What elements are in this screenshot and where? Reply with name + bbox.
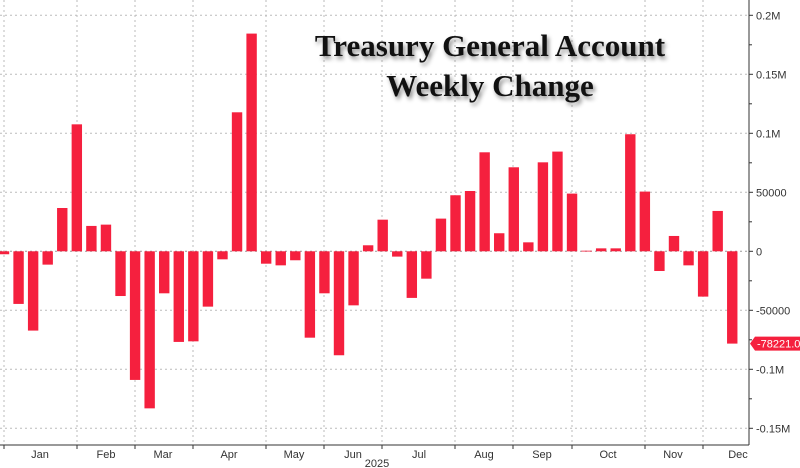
bar — [595, 248, 607, 252]
bar — [537, 162, 549, 252]
x-tick-label: May — [284, 449, 305, 461]
bar — [508, 167, 519, 252]
y-tick-label: -0.1M — [756, 364, 784, 376]
bar — [668, 235, 680, 252]
bar — [450, 195, 461, 252]
bar — [260, 251, 272, 264]
bar — [494, 233, 505, 252]
bar — [319, 251, 330, 294]
x-tick-label: Sep — [532, 449, 552, 461]
bar — [173, 251, 184, 342]
bar — [13, 251, 24, 304]
bar — [464, 191, 476, 252]
bar — [275, 251, 286, 266]
bar — [625, 134, 636, 252]
y-tick-label: -50000 — [756, 305, 790, 317]
bar — [523, 242, 534, 252]
y-tick-label: 50000 — [756, 187, 787, 199]
bar — [42, 251, 53, 265]
bar — [304, 251, 316, 338]
bar — [639, 191, 651, 252]
bar — [712, 210, 723, 252]
last-value-tag — [750, 336, 800, 351]
y-tick-label: 0.15M — [756, 69, 787, 81]
x-tick-label: Jan — [31, 449, 49, 461]
x-tick-label: Aug — [474, 449, 494, 461]
x-tick-label: Mar — [154, 449, 173, 461]
bar — [129, 251, 141, 380]
y-tick-label: -0.15M — [756, 423, 790, 435]
bar — [115, 251, 126, 297]
bar — [610, 248, 621, 252]
bar — [566, 193, 578, 252]
bar — [159, 251, 170, 294]
bar — [421, 251, 432, 279]
bar — [100, 224, 112, 252]
y-tick-label: 0.1M — [756, 128, 780, 140]
bar — [683, 251, 694, 266]
bar — [144, 251, 155, 409]
y-tick-label: 0.2M — [756, 10, 780, 22]
chart-title-line-1: Treasury General Account — [314, 28, 666, 63]
bar — [406, 251, 418, 298]
bar — [188, 251, 199, 342]
bar — [479, 152, 490, 252]
bar — [57, 207, 68, 252]
bar — [202, 251, 214, 307]
x-tick-label: Feb — [97, 449, 116, 461]
bar — [333, 251, 345, 356]
x-tick-label: Apr — [220, 449, 237, 461]
y-tick-label: 0 — [756, 246, 762, 258]
bar — [0, 251, 10, 255]
bar — [348, 251, 359, 306]
bar — [392, 251, 403, 257]
x-tick-label: Jun — [344, 449, 362, 461]
bar — [697, 251, 709, 297]
bar — [435, 218, 447, 252]
bar — [727, 251, 738, 344]
x-tick-label: Dec — [728, 449, 748, 461]
x-axis-year-label: 2025 — [365, 458, 389, 468]
bar — [654, 251, 665, 272]
bar — [86, 225, 97, 252]
x-tick-label: Nov — [663, 449, 683, 461]
bar — [377, 219, 388, 252]
bar — [217, 251, 228, 260]
bar — [552, 151, 563, 252]
last-value-label: -78221.00 — [757, 339, 800, 351]
chart-title-line-2: Weekly Change — [386, 68, 594, 103]
bar — [246, 33, 257, 252]
x-tick-label: Oct — [599, 449, 616, 461]
bar — [581, 250, 592, 252]
bar — [71, 124, 83, 252]
bar — [362, 245, 374, 252]
bar — [231, 112, 243, 252]
x-tick-label: Jul — [412, 449, 426, 461]
bar — [290, 251, 301, 261]
bar — [27, 251, 39, 331]
